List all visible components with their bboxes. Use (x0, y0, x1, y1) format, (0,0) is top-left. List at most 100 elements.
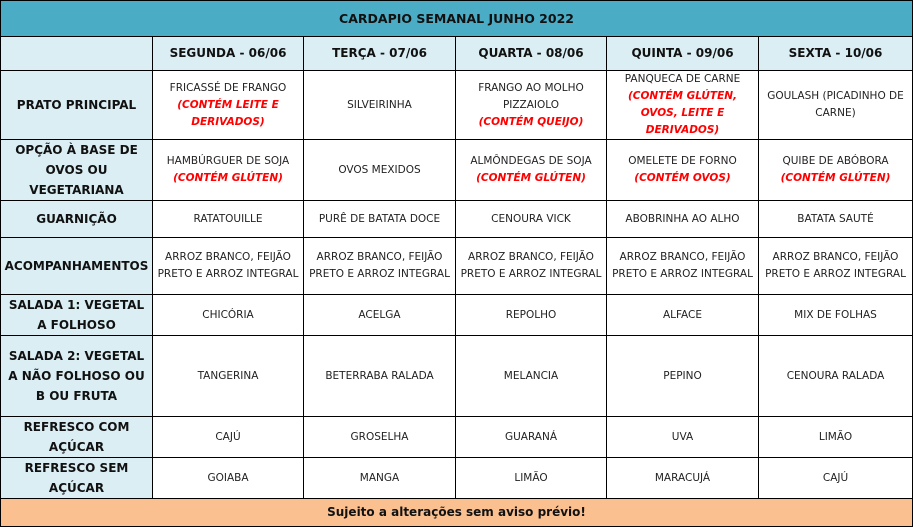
menu-cell: LIMÃO (757, 416, 913, 458)
menu-title: CARDAPIO SEMANAL JUNHO 2022 (0, 0, 913, 37)
dish-name: ARROZ BRANCO, FEIJÃO PRETO E ARROZ INTEG… (612, 251, 753, 280)
dish-name: GUARANÁ (504, 430, 558, 443)
dish-name: CENOURA VICK (491, 212, 571, 225)
table-row: GUARNIÇÃO RATATOUILLE PURÊ DE BATATA DOCE C… (0, 200, 913, 238)
dish-name: PANQUECA DE CARNE (624, 73, 741, 85)
dish-name: FRANGO AO MOLHO PIZZAIOLO (478, 81, 584, 111)
menu-cell: GUARANÁ (455, 416, 607, 458)
dish-name: CAJÚ (822, 471, 849, 484)
row-label: REFRESCO SEM AÇÚCAR (0, 457, 153, 499)
dish-name: OMELETE DE FORNO (628, 155, 737, 167)
dish-name: REPOLHO (505, 308, 557, 321)
menu-cell: OMELETE DE FORNO (CONTÉM OVOS) (606, 139, 759, 201)
row-label: PRATO PRINCIPAL (0, 70, 153, 140)
table-row: ACOMPANHAMENTOS ARROZ BRANCO, FEIJÃO PRET… (0, 237, 913, 295)
menu-cell: FRICASSÉ DE FRANGO (CONTÉM LEITE E DERIVA… (152, 70, 304, 140)
table-row: OPÇÃO À BASE DE OVOS OU VEGETARIANA HAMBÚ… (0, 139, 913, 201)
menu-cell: QUIBE DE ABÓBORA (CONTÉM GLÚTEN) (757, 139, 913, 201)
menu-cell: PEPINO (606, 335, 759, 417)
menu-cell: ARROZ BRANCO, FEIJÃO PRETO E ARROZ INTEG… (606, 237, 759, 295)
allergen-note: (CONTÉM GLÚTEN) (476, 172, 586, 184)
row-label: SALADA 2: VEGETAL A NÃO FOLHOSO OU B OU … (0, 335, 153, 417)
menu-cell: MANGA (303, 457, 456, 499)
menu-cell: GOIABA (152, 457, 304, 499)
allergen-note: (CONTÉM GLÚTEN) (780, 172, 891, 184)
dish-name: TANGERINA (197, 369, 259, 382)
dish-name: RATATOUILLE (193, 212, 263, 225)
menu-cell: ARROZ BRANCO, FEIJÃO PRETO E ARROZ INTEG… (152, 237, 304, 295)
menu-cell: RATATOUILLE (152, 200, 304, 238)
dish-name: MARACUJÁ (654, 471, 711, 484)
menu-cell: CAJÚ (152, 416, 304, 458)
dish-name: MANGA (359, 471, 400, 484)
menu-cell: OVOS MEXIDOS (303, 139, 456, 201)
menu-cell: PURÊ DE BATATA DOCE (303, 200, 456, 238)
dish-name: SILVEIRINHA (347, 98, 412, 111)
menu-cell: UVA (606, 416, 759, 458)
row-label: ACOMPANHAMENTOS (0, 237, 153, 295)
dish-name: CAJÚ (215, 430, 241, 443)
dish-name: QUIBE DE ABÓBORA (782, 155, 889, 167)
dish-name: HAMBÚRGUER DE SOJA (166, 155, 290, 167)
menu-cell: ARROZ BRANCO, FEIJÃO PRETO E ARROZ INTEG… (757, 237, 913, 295)
allergen-note: (CONTÉM LEITE E DERIVADOS) (177, 98, 279, 128)
menu-cell: ALFACE (606, 294, 759, 336)
dish-name: MIX DE FOLHAS (794, 308, 877, 321)
day-header: QUARTA - 08/06 (455, 36, 607, 71)
menu-cell: CHICÓRIA (152, 294, 304, 336)
menu-cell: BATATA SAUTÉ (757, 200, 913, 238)
menu-cell: ABOBRINHA AO ALHO (606, 200, 759, 238)
row-label: OPÇÃO À BASE DE OVOS OU VEGETARIANA (0, 139, 153, 201)
menu-cell: ACELGA (303, 294, 456, 336)
dish-name: ACELGA (358, 308, 401, 321)
dish-name: BETERRABA RALADA (325, 369, 434, 382)
menu-cell: ARROZ BRANCO, FEIJÃO PRETO E ARROZ INTEG… (303, 237, 456, 295)
footer-notice: Sujeito a alterações sem aviso prévio! (0, 498, 913, 527)
dish-name: OVOS MEXIDOS (338, 163, 421, 176)
menu-cell: BETERRABA RALADA (303, 335, 456, 417)
menu-cell: MIX DE FOLHAS (757, 294, 913, 336)
day-header: SEGUNDA - 06/06 (152, 36, 304, 71)
dish-name: BATATA SAUTÉ (797, 212, 874, 225)
menu-cell: SILVEIRINHA (303, 70, 456, 140)
menu-cell: CENOURA RALADA (757, 335, 913, 417)
menu-cell: REPOLHO (455, 294, 607, 336)
allergen-note: (CONTÉM OVOS) (634, 172, 731, 184)
allergen-note: (CONTÉM GLÚTEN) (173, 172, 283, 184)
dish-name: ABOBRINHA AO ALHO (625, 212, 740, 225)
table-row: SALADA 1: VEGETAL A FOLHOSO CHICÓRIA ACELG… (0, 294, 913, 336)
menu-cell: GROSELHA (303, 416, 456, 458)
dish-name: CHICÓRIA (202, 308, 254, 321)
dish-name: ARROZ BRANCO, FEIJÃO PRETO E ARROZ INTEG… (460, 251, 602, 280)
allergen-note: (CONTÉM QUEIJO) (478, 115, 584, 128)
table-row: REFRESCO SEM AÇÚCAR GOIABA MANGA LIMÃO MARAC… (0, 457, 913, 499)
table-row: PRATO PRINCIPAL FRICASSÉ DE FRANGO (CONTÉM… (0, 70, 913, 140)
dish-name: GROSELHA (350, 430, 409, 443)
dish-name: GOULASH (PICADINHO DE CARNE) (767, 90, 904, 119)
menu-cell: CAJÚ (757, 457, 913, 499)
menu-cell: FRANGO AO MOLHO PIZZAIOLO (CONTÉM QUEIJO) (455, 70, 607, 140)
dish-name: FRICASSÉ DE FRANGO (169, 81, 287, 94)
menu-cell: PANQUECA DE CARNE (CONTÉM GLÚTEN, OVOS, L… (606, 70, 759, 140)
table-row: SALADA 2: VEGETAL A NÃO FOLHOSO OU B OU … (0, 335, 913, 417)
allergen-note: (CONTÉM GLÚTEN, OVOS, LEITE E DERIVADOS) (627, 90, 738, 136)
dish-name: UVA (671, 430, 694, 443)
dish-name: PEPINO (663, 369, 702, 382)
corner-cell (0, 36, 153, 71)
dish-name: CENOURA RALADA (786, 369, 885, 382)
row-label: SALADA 1: VEGETAL A FOLHOSO (0, 294, 153, 336)
menu-cell: CENOURA VICK (455, 200, 607, 238)
dish-name: LIMÃO (818, 430, 853, 443)
dish-name: LIMÃO (514, 471, 548, 484)
dish-name: ALFACE (662, 308, 703, 321)
row-label: GUARNIÇÃO (0, 200, 153, 238)
dish-name: MELANCIA (503, 369, 559, 382)
menu-cell: ARROZ BRANCO, FEIJÃO PRETO E ARROZ INTEG… (455, 237, 607, 295)
dish-name: ARROZ BRANCO, FEIJÃO PRETO E ARROZ INTEG… (157, 251, 299, 280)
menu-cell: MARACUJÁ (606, 457, 759, 499)
dish-name: PURÊ DE BATATA DOCE (318, 212, 441, 225)
dish-name: ARROZ BRANCO, FEIJÃO PRETO E ARROZ INTEG… (765, 251, 906, 280)
menu-cell: LIMÃO (455, 457, 607, 499)
dish-name: ARROZ BRANCO, FEIJÃO PRETO E ARROZ INTEG… (309, 251, 450, 280)
